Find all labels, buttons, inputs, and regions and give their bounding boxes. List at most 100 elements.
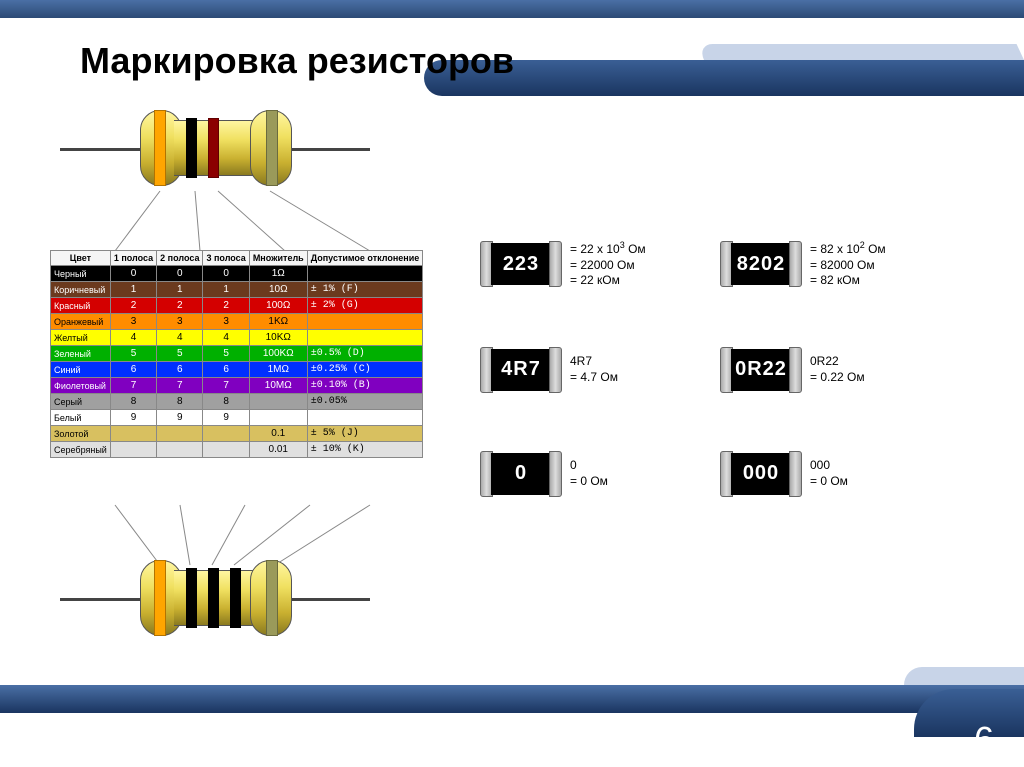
col-header: 1 полоса [110,251,156,266]
table-row: Серебряный0.01± 10% (K) [51,442,423,458]
smd-label: 0= 0 Ом [570,458,720,489]
page-title: Маркировка резисторов [80,40,514,82]
col-header: 3 полоса [203,251,249,266]
cell: 0 [203,266,249,282]
cell: Синий [51,362,111,378]
smd-terminal [549,241,562,287]
band [208,568,219,628]
cell: 8 [157,394,203,410]
cell: 6 [203,362,249,378]
smd-code: 223 [491,243,551,285]
cell: 1 [203,282,249,298]
cell [249,410,307,426]
cell: 100Ω [249,298,307,314]
smd-chip: 000 [720,451,802,497]
band [154,560,166,636]
cell: 0.01 [249,442,307,458]
band [186,118,197,178]
cell: 9 [157,410,203,426]
cell: 7 [203,378,249,394]
col-header: 2 полоса [157,251,203,266]
cell: Золотой [51,426,111,442]
smd-code: 4R7 [491,349,551,391]
band [266,560,278,636]
lead-left [60,148,150,151]
cell: ±0.5% (D) [307,346,423,362]
smd-terminal [549,451,562,497]
resistor-4band [140,110,292,190]
col-header: Допустимое отклонение [307,251,423,266]
cell: 5 [110,346,156,362]
cell [203,442,249,458]
footer-curve [904,667,1024,685]
smd-examples: 223= 22 x 103 Ом= 22000 Ом= 22 кОм8202= … [480,240,1000,555]
cell: 9 [203,410,249,426]
table-row: Зеленый555100KΩ±0.5% (D) [51,346,423,362]
cell: 8 [203,394,249,410]
cell [307,410,423,426]
cell: 4 [203,330,249,346]
band [266,110,278,186]
cell: 6 [157,362,203,378]
cell [203,426,249,442]
table-row: Белый999 [51,410,423,426]
cell: 0.1 [249,426,307,442]
cell: Белый [51,410,111,426]
table-row: Золотой0.1± 5% (J) [51,426,423,442]
smd-code: 0 [491,453,551,495]
cell: 3 [157,314,203,330]
cell: Зеленый [51,346,111,362]
band [230,568,241,628]
cell: 7 [110,378,156,394]
cell: 100KΩ [249,346,307,362]
cell: 2 [110,298,156,314]
cell: 4 [157,330,203,346]
smd-chip: 0R22 [720,347,802,393]
cell: 5 [157,346,203,362]
table-row: Красный222100Ω± 2% (G) [51,298,423,314]
smd-terminal [789,347,802,393]
cell: ±0.05% [307,394,423,410]
smd-code: 0R22 [731,349,791,391]
cell: Оранжевый [51,314,111,330]
band [208,118,219,178]
smd-label: 4R7= 4.7 Ом [570,354,720,385]
smd-code: 000 [731,453,791,495]
smd-chip: 0 [480,451,562,497]
cell: ±0.10% (B) [307,378,423,394]
cell: Черный [51,266,111,282]
cell: Желтый [51,330,111,346]
cell [157,426,203,442]
cell [110,442,156,458]
table-row: Фиолетовый77710MΩ±0.10% (B) [51,378,423,394]
cell: Фиолетовый [51,378,111,394]
color-code-table: Цвет1 полоса2 полоса3 полосаМножительДоп… [50,250,423,458]
cell: 5 [203,346,249,362]
cell [157,442,203,458]
band [154,110,166,186]
smd-label: = 82 x 102 Ом= 82000 Ом= 82 кОм [810,240,960,289]
cell [307,330,423,346]
top-bar [0,0,1024,18]
table-row: Серый888±0.05% [51,394,423,410]
cell: 1Ω [249,266,307,282]
smd-terminal [549,347,562,393]
table-row: Желтый44410KΩ [51,330,423,346]
table-row: Оранжевый3331KΩ [51,314,423,330]
cell: ± 10% (K) [307,442,423,458]
cell: 6 [110,362,156,378]
cell: 1MΩ [249,362,307,378]
lead-right [280,148,370,151]
cell: 9 [110,410,156,426]
resistor-5band [140,560,292,640]
cell: Серый [51,394,111,410]
smd-label: 000= 0 Ом [810,458,960,489]
cell: 1KΩ [249,314,307,330]
cell: 0 [110,266,156,282]
cell: 1 [157,282,203,298]
cell [307,314,423,330]
cell: Коричневый [51,282,111,298]
cell: 3 [203,314,249,330]
table-row: Коричневый11110Ω± 1% (F) [51,282,423,298]
cell: 7 [157,378,203,394]
